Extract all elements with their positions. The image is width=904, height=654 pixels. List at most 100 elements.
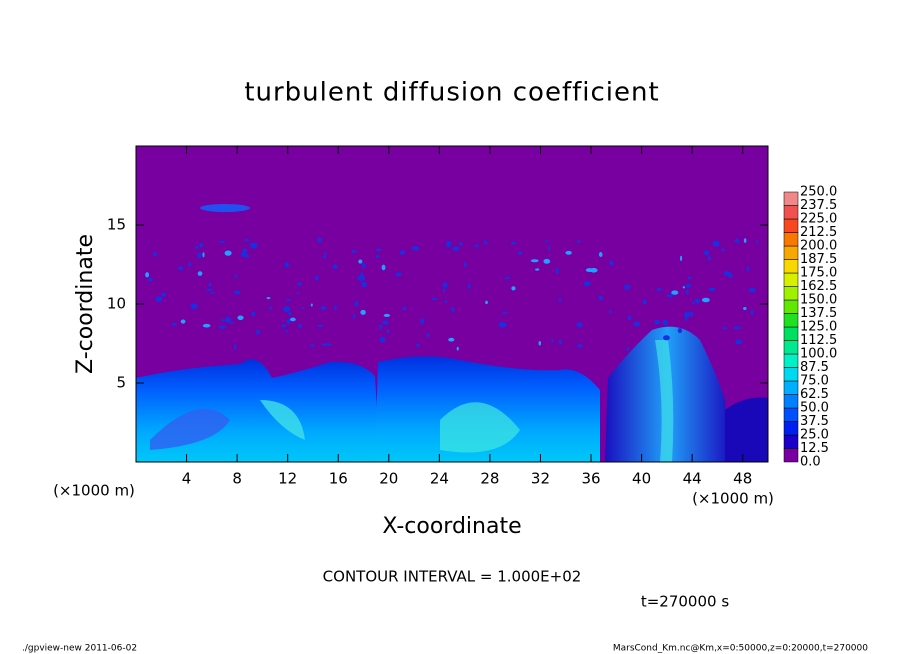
eddy: [188, 262, 192, 267]
eddy: [296, 282, 302, 286]
colorbar-label: 37.5: [800, 414, 829, 429]
eddy: [655, 340, 674, 462]
x-axis-unit: (×1000 m): [692, 490, 774, 508]
colorbar-band: [783, 367, 799, 382]
eddy: [426, 333, 430, 338]
colorbar-band: [783, 286, 799, 301]
y-tick-label: 15: [107, 216, 126, 234]
colorbar-band: [783, 394, 799, 409]
y-tick-label: 5: [116, 374, 126, 392]
eddy: [750, 310, 754, 315]
plot-area: [136, 146, 768, 462]
colorbar-label: 112.5: [800, 333, 837, 348]
colorbar-band: [783, 421, 799, 436]
colorbar-label: 200.0: [800, 239, 837, 254]
contour-interval: CONTOUR INTERVAL = 1.000E+02: [323, 568, 582, 586]
colorbar-band: [783, 326, 799, 341]
colorbar-label: 212.5: [800, 225, 837, 240]
eddy: [577, 240, 581, 243]
eddy: [677, 328, 683, 334]
eddy: [555, 267, 559, 274]
eddy: [251, 311, 256, 317]
eddy: [310, 344, 315, 348]
colorbar-band: [783, 407, 799, 422]
eddy: [685, 283, 691, 289]
eddy: [243, 238, 250, 242]
eddy: [687, 276, 692, 280]
eddy: [286, 318, 291, 325]
eddy: [289, 317, 296, 322]
eddy: [301, 307, 305, 310]
eddy: [626, 347, 630, 351]
eddy: [379, 336, 386, 343]
eddy: [609, 310, 612, 314]
eddy: [411, 246, 420, 251]
eddy: [420, 318, 425, 325]
eddy: [266, 297, 271, 300]
colorbar-band: [783, 259, 799, 274]
eddy: [583, 281, 591, 287]
eddy: [558, 339, 562, 345]
eddy: [152, 252, 157, 257]
colorbar-band: [783, 218, 799, 233]
x-tick-label: 36: [581, 470, 600, 488]
eddy: [733, 326, 741, 330]
eddy: [545, 239, 548, 243]
eddy: [703, 250, 710, 256]
eddy: [361, 281, 368, 288]
colorbar-band: [783, 191, 799, 206]
x-tick-label: 8: [232, 470, 242, 488]
eddy: [689, 311, 694, 317]
eddy: [288, 311, 292, 317]
x-tick-label: 32: [531, 470, 550, 488]
eddy: [200, 204, 250, 212]
eddy: [285, 330, 289, 333]
eddy: [683, 311, 691, 318]
eddy: [442, 282, 448, 288]
colorbar-label: 0.0: [800, 455, 821, 470]
eddy: [315, 275, 319, 281]
eddy: [452, 246, 460, 251]
eddy: [361, 262, 366, 268]
colorbar-band: [783, 313, 799, 328]
eddy: [627, 315, 632, 321]
eddy: [283, 306, 291, 312]
eddy: [551, 339, 554, 343]
eddy: [205, 288, 213, 292]
x-tick-label: 12: [278, 470, 297, 488]
eddy: [180, 319, 186, 324]
colorbar-band: [783, 299, 799, 314]
eddy: [598, 251, 603, 258]
eddy: [360, 309, 366, 315]
eddy: [237, 315, 244, 321]
x-tick-label: 28: [480, 470, 499, 488]
colorbar-label: 87.5: [800, 360, 829, 375]
eddy: [402, 306, 407, 311]
eddy: [748, 288, 756, 293]
turbulent-layer: [725, 397, 768, 462]
eddy: [642, 299, 647, 305]
eddy: [202, 323, 211, 328]
eddy: [543, 258, 551, 264]
x-axis-label: X-coordinate: [382, 514, 521, 539]
eddy: [240, 252, 248, 258]
eddy: [444, 300, 448, 304]
colorbar-label: 137.5: [800, 306, 837, 321]
eddy: [654, 319, 661, 325]
eddy: [323, 255, 327, 259]
eddy: [171, 322, 177, 326]
eddy: [671, 290, 679, 295]
eddy: [446, 240, 452, 246]
x-tick-label: 20: [379, 470, 398, 488]
eddy: [684, 317, 688, 322]
eddy: [431, 297, 438, 301]
chart-title: turbulent diffusion coefficient: [244, 78, 659, 108]
eddy: [320, 306, 326, 311]
eddy: [734, 238, 740, 243]
y-axis-label: Z-coordinate: [73, 234, 98, 374]
eddy: [474, 244, 480, 248]
eddy: [197, 271, 203, 276]
eddy: [633, 321, 640, 327]
eddy: [663, 335, 670, 341]
eddy: [502, 311, 508, 314]
